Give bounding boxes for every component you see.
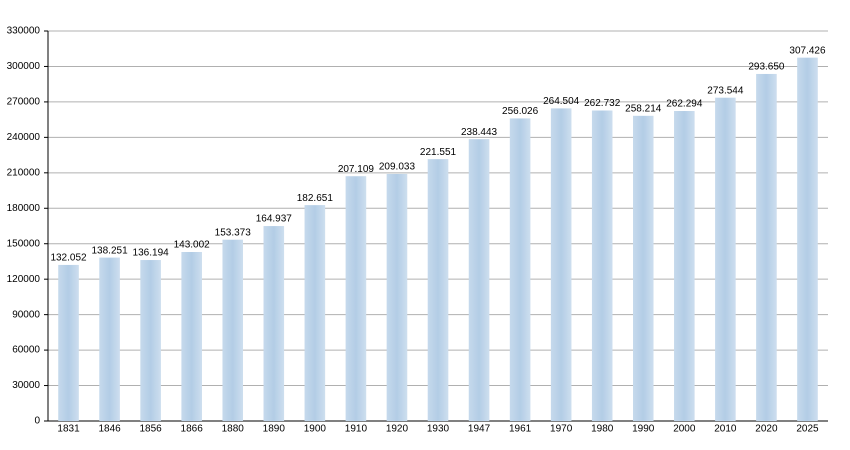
value-label: 238.443 <box>461 127 498 138</box>
x-tick-label: 2025 <box>796 424 819 435</box>
x-tick-label: 1910 <box>345 424 368 435</box>
x-tick-label: 1980 <box>591 424 614 435</box>
bar-shine <box>140 260 161 421</box>
x-tick-label: 2020 <box>755 424 778 435</box>
bar-shine <box>468 139 490 421</box>
value-label: 182.651 <box>297 193 334 204</box>
y-tick-label: 60000 <box>12 345 40 356</box>
value-label: 207.109 <box>338 164 375 175</box>
y-tick-label: 270000 <box>7 97 41 108</box>
bar-shine <box>58 264 79 421</box>
bar-shine <box>345 176 367 421</box>
x-tick-label: 1890 <box>263 424 286 435</box>
value-label: 264.504 <box>543 96 580 107</box>
bar-shine <box>633 115 654 421</box>
bar-shine <box>509 118 531 421</box>
bar-shine <box>386 173 408 421</box>
x-tick-label: 2000 <box>673 424 696 435</box>
y-tick-label: 120000 <box>7 274 41 285</box>
bar-shine <box>222 239 243 421</box>
y-tick-label: 180000 <box>7 203 41 214</box>
value-label: 143.002 <box>174 240 211 251</box>
x-tick-label: 1856 <box>140 424 163 435</box>
bar-shine <box>304 205 326 421</box>
value-label: 153.373 <box>215 227 252 238</box>
value-label: 132.052 <box>50 253 87 264</box>
value-label: 138.251 <box>92 245 129 256</box>
value-label: 273.544 <box>707 85 744 96</box>
bar-shine <box>427 159 449 422</box>
value-label: 262.294 <box>666 99 703 110</box>
x-tick-label: 1880 <box>222 424 245 435</box>
x-tick-label: 1846 <box>98 424 121 435</box>
x-tick-label: 2010 <box>714 424 737 435</box>
bar-shine <box>715 97 736 421</box>
bar-shine <box>550 108 572 422</box>
x-tick-label: 1831 <box>57 424 80 435</box>
bar-shine <box>263 226 285 421</box>
x-tick-label: 1970 <box>550 424 573 435</box>
value-label: 136.194 <box>133 248 170 259</box>
y-tick-label: 240000 <box>7 132 41 143</box>
y-tick-label: 30000 <box>12 380 40 391</box>
value-label: 209.033 <box>379 162 416 173</box>
bar-shine <box>99 257 120 421</box>
x-tick-label: 1930 <box>427 424 450 435</box>
x-tick-label: 1990 <box>632 424 655 435</box>
y-tick-label: 300000 <box>7 61 41 72</box>
value-label: 262.732 <box>584 98 621 109</box>
bar-shine <box>756 73 777 421</box>
y-tick-label: 0 <box>34 416 40 427</box>
y-tick-label: 210000 <box>7 167 41 178</box>
y-tick-label: 90000 <box>12 309 40 320</box>
y-tick-label: 150000 <box>7 238 41 249</box>
value-label: 164.937 <box>256 214 293 225</box>
bar-shine <box>591 110 613 422</box>
value-label: 293.650 <box>748 62 785 73</box>
y-tick-label: 330000 <box>7 26 41 37</box>
x-tick-label: 1961 <box>509 424 532 435</box>
value-label: 307.426 <box>789 45 826 56</box>
x-tick-label: 1866 <box>181 424 204 435</box>
bar-shine <box>797 57 818 421</box>
bar-shine <box>674 111 695 422</box>
bar-shine <box>181 251 202 421</box>
x-tick-label: 1900 <box>304 424 327 435</box>
value-label: 258.214 <box>625 103 662 114</box>
x-tick-label: 1920 <box>386 424 409 435</box>
x-tick-label: 1947 <box>468 424 491 435</box>
value-label: 256.026 <box>502 106 539 117</box>
value-label: 221.551 <box>420 147 457 158</box>
